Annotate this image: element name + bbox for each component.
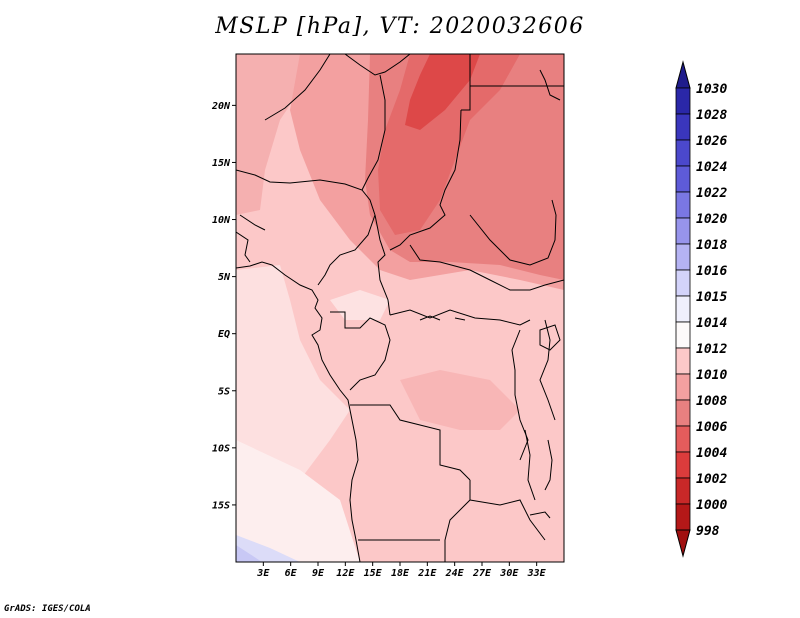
field-band-1016: [236, 535, 300, 562]
lon-label: 30E: [499, 568, 519, 579]
colorbar-top-arrow: [675, 60, 691, 89]
border-car-drc: [389, 309, 531, 326]
border-nigeria-cameroon: [317, 214, 376, 286]
colorbar-label: 1028: [696, 108, 727, 123]
lat-label: 15S: [212, 500, 230, 511]
colorbar-label: 1026: [696, 134, 727, 149]
border-gabon-congo: [330, 311, 391, 391]
colorbar-swatch: [675, 217, 691, 245]
lon-label: 15E: [364, 568, 383, 579]
field-band-1018: [236, 545, 262, 562]
lon-label: 12E: [336, 568, 355, 579]
grads-credit: GrADS: IGES/COLA: [4, 604, 91, 614]
colorbar-label: 998: [696, 524, 720, 539]
border-angola-zambia: [444, 480, 471, 562]
field-band-1014: [236, 440, 360, 562]
colorbar-swatch: [675, 165, 691, 193]
border-niger-nigeria: [236, 169, 376, 216]
border-chad-sudan: [389, 109, 462, 251]
colorbar-swatch: [675, 399, 691, 427]
coastline-atlantic: [236, 261, 361, 562]
borders: [236, 54, 564, 562]
colorbar-label: 1006: [696, 420, 727, 435]
colorbar-label: 1018: [696, 238, 727, 253]
field-band-1008-west: [236, 54, 330, 215]
lat-label: 5S: [218, 386, 230, 397]
colorbar-label: 1004: [696, 446, 727, 461]
lat-label: 20N: [211, 101, 231, 112]
lon-label: 18E: [391, 568, 410, 579]
nile-delta-region: [539, 69, 561, 101]
field-band-1012-atlantic: [236, 265, 350, 495]
colorbar-label: 1016: [696, 264, 727, 279]
colorbar-label: 1012: [696, 342, 727, 357]
lon-label: 3E: [256, 568, 270, 579]
colorbar-swatch: [675, 191, 691, 219]
pressure-field: [236, 54, 564, 562]
latitude-axis: 20N 15N 10N 5N EQ 5S 10S 15S: [211, 101, 236, 511]
colorbar-label: 1030: [696, 82, 727, 97]
field-band-1004: [405, 54, 480, 130]
lake-kariba: [529, 511, 551, 519]
border-kenya-tanzania: [539, 319, 556, 421]
lon-label: 33E: [527, 568, 547, 579]
lat-label: 15N: [212, 158, 231, 169]
border-algeria-niger: [344, 54, 411, 76]
colorbar-label: 1008: [696, 394, 727, 409]
colorbar-label: 1015: [696, 290, 727, 305]
colorbar-swatch: [675, 477, 691, 505]
border-chad-car: [374, 214, 391, 316]
lon-label: 9E: [312, 568, 325, 579]
lat-label: 10S: [212, 443, 230, 454]
colorbar-swatch: [675, 425, 691, 453]
border-angola-drc: [350, 404, 471, 481]
colorbar-swatch: [675, 503, 691, 531]
colorbar-label: 1022: [696, 186, 727, 201]
colorbar-swatch: [675, 243, 691, 271]
colorbar-label: 1010: [696, 368, 727, 383]
border-sudan-southsudan: [469, 199, 557, 266]
lon-label: 21E: [417, 568, 437, 579]
colorbar-swatch: [675, 373, 691, 401]
lake-malawi: [544, 439, 553, 491]
lon-label: 6E: [285, 568, 298, 579]
lon-label: 24E: [445, 568, 465, 579]
lake-victoria: [539, 324, 561, 351]
field-patch-1009-congo: [400, 370, 520, 430]
colorbar-bottom-arrow: [675, 529, 691, 558]
lon-label: 27E: [472, 568, 492, 579]
colorbar-swatch: [675, 87, 691, 115]
colorbar-swatch: [675, 269, 691, 297]
border-libya-sudan: [461, 54, 471, 111]
border-zambia-zimbabwe: [469, 499, 546, 541]
colorbar-swatch: [675, 451, 691, 479]
border-niger-chad: [361, 74, 386, 191]
colorbar-swatch: [675, 295, 691, 323]
lat-label: EQ: [218, 329, 230, 340]
colorbar-label: 1024: [696, 160, 727, 175]
colorbar-label: 1000: [696, 498, 727, 513]
colorbar: 1030 1028 1026 1024 1022 1020 1018 1016 1015 1014…: [675, 60, 727, 558]
map-title: MSLP [hPa], VT: 2020032606: [215, 14, 585, 39]
colorbar-swatch: [675, 321, 691, 349]
colorbar-label: 1020: [696, 212, 727, 227]
longitude-axis: 3E 6E 9E 12E 15E 18E 21E 24E 27E 30E 33E: [256, 562, 547, 579]
border-algeria-mali: [264, 54, 331, 121]
border-benin-togo: [239, 214, 266, 231]
lake-ubangi: [419, 315, 466, 321]
lat-label: 10N: [212, 215, 231, 226]
border-drc-east: [511, 329, 529, 461]
colorbar-label: 1002: [696, 472, 727, 487]
colorbar-swatch: [675, 347, 691, 375]
colorbar-label: 1014: [696, 316, 727, 331]
lat-label: 5N: [218, 272, 231, 283]
lake-tanganyika: [524, 429, 536, 501]
border-car-sudan: [409, 244, 564, 291]
colorbar-swatch: [675, 113, 691, 141]
border-ghana: [236, 231, 251, 263]
colorbar-swatch: [675, 139, 691, 167]
